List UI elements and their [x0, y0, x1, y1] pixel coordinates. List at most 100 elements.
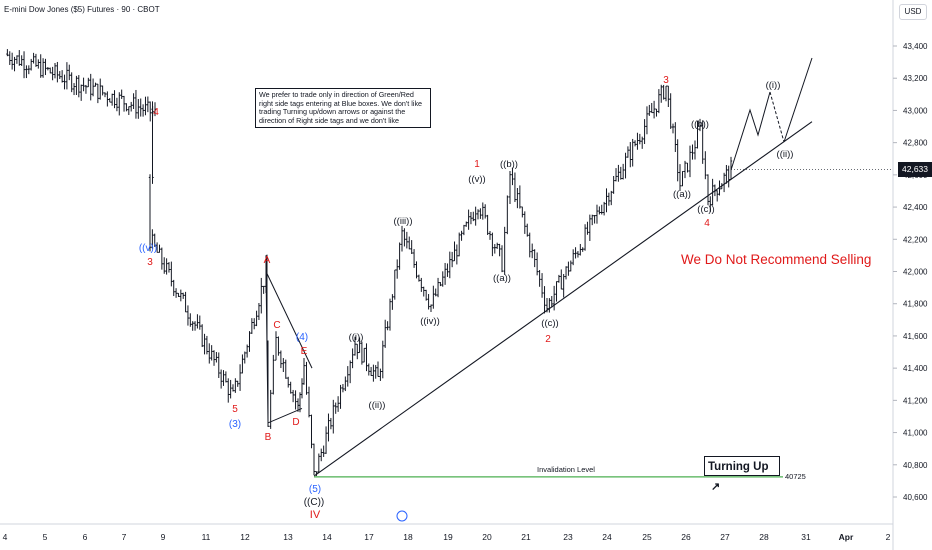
- candle: [339, 384, 342, 409]
- time-tick-label: 6: [83, 532, 88, 542]
- wave-label: ((v)): [139, 243, 157, 254]
- candle: [191, 321, 194, 331]
- price-tick-label: 42,000: [903, 268, 928, 277]
- candle: [49, 67, 52, 74]
- candle: [324, 426, 328, 454]
- currency-button[interactable]: USD: [899, 4, 927, 20]
- price-tick-label: 41,200: [903, 396, 928, 405]
- candle: [68, 64, 71, 81]
- candle: [614, 168, 618, 182]
- candle: [476, 209, 480, 220]
- candle: [332, 399, 335, 434]
- candle: [27, 65, 31, 75]
- candle: [384, 319, 387, 348]
- candle: [363, 347, 366, 363]
- candle: [91, 78, 95, 97]
- candle: [518, 185, 522, 209]
- candle: [99, 78, 102, 100]
- candle: [186, 305, 190, 326]
- candle: [255, 310, 258, 327]
- candle: [681, 170, 684, 187]
- candle: [274, 331, 278, 361]
- candle: [75, 75, 78, 96]
- candle: [571, 249, 575, 266]
- candle: [398, 242, 401, 270]
- candle: [212, 350, 216, 366]
- candle: [101, 85, 104, 96]
- candle: [422, 286, 425, 297]
- candle: [704, 151, 707, 180]
- candle: [215, 351, 218, 363]
- candle: [282, 358, 285, 373]
- candle: [624, 152, 627, 179]
- candle: [167, 262, 171, 273]
- candle: [588, 214, 592, 242]
- time-tick-label: 13: [283, 532, 293, 542]
- candle: [516, 188, 519, 209]
- candle: [79, 84, 83, 101]
- candle: [248, 331, 251, 352]
- wave-label: 3: [663, 75, 669, 86]
- candle: [674, 122, 677, 153]
- candle: [222, 370, 225, 386]
- time-tick-label: 12: [240, 532, 250, 542]
- wave-label: 1: [474, 159, 480, 170]
- time-tick-label: 11: [202, 532, 211, 542]
- candle: [77, 75, 81, 98]
- candle: [87, 77, 90, 88]
- candle: [96, 83, 100, 104]
- candle: [443, 262, 447, 285]
- time-axis[interactable]: 4 5 6 7 9 11 12 13 14 17 18 19 20 21 23 24 25 26 27 28 31 Apr…: [0, 510, 893, 542]
- candle: [523, 211, 526, 234]
- candle: [13, 56, 16, 72]
- candle: [103, 92, 107, 98]
- candle: [163, 257, 166, 274]
- candle: [555, 281, 558, 302]
- candle: [605, 188, 608, 213]
- candle: [376, 361, 380, 377]
- candle: [177, 292, 180, 297]
- candle: [662, 84, 665, 100]
- candle: [619, 166, 622, 180]
- candle: [56, 61, 59, 83]
- candle: [172, 279, 175, 297]
- candle: [550, 296, 553, 308]
- candle: [688, 145, 692, 178]
- candle: [678, 164, 682, 191]
- candle: [602, 201, 606, 216]
- candle: [441, 271, 444, 287]
- time-tick-label: 5: [43, 532, 48, 542]
- candle: [488, 230, 492, 240]
- candle: [403, 228, 406, 247]
- wave-label: 4: [704, 218, 710, 229]
- candle: [652, 100, 656, 119]
- price-tick-label: 41,400: [903, 364, 928, 373]
- candle: [165, 258, 168, 275]
- candle: [676, 139, 679, 182]
- candle: [348, 360, 352, 384]
- candle: [722, 172, 726, 193]
- time-tick-label: 23: [563, 532, 573, 542]
- candle: [521, 206, 524, 218]
- price-axis[interactable]: 43,40043,20043,00042,80042,60042,40042,2…: [892, 0, 928, 550]
- time-tick-label: 20: [482, 532, 492, 542]
- wave-label: ((i)): [766, 80, 781, 91]
- wave-label: ((c)): [541, 318, 558, 329]
- price-tick-label: 43,000: [903, 106, 928, 115]
- candle: [450, 251, 454, 268]
- candle: [322, 445, 325, 457]
- candle: [474, 206, 477, 226]
- candle: [58, 71, 61, 80]
- candle: [405, 231, 409, 249]
- candle: [305, 361, 308, 395]
- candle: [698, 118, 702, 132]
- candle: [576, 251, 580, 258]
- candle: [358, 337, 361, 354]
- candle: [110, 93, 114, 106]
- candle: [669, 93, 672, 129]
- time-tick-label: 24: [602, 532, 612, 542]
- candle: [44, 58, 47, 76]
- candle: [344, 376, 347, 392]
- candle: [139, 98, 142, 117]
